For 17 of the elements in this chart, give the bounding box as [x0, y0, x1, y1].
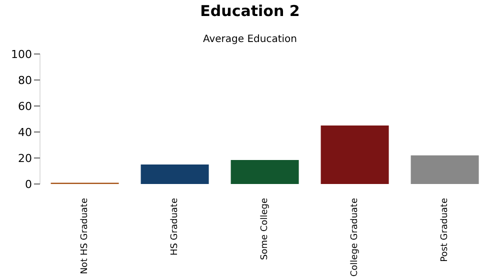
chart-subtitle: Average Education	[202, 34, 298, 47]
x-tick-label: College Graduate	[350, 198, 360, 277]
bar	[140, 164, 209, 184]
chart-title: Education 2	[199, 1, 301, 22]
bar	[320, 126, 389, 184]
x-tick-label: Not HS Graduate	[80, 198, 90, 274]
bar	[230, 160, 299, 184]
x-tick-label: Post Graduate	[440, 198, 450, 262]
y-tick-label: 60	[18, 100, 32, 113]
y-tick-label: 100	[11, 48, 32, 61]
x-tick-label: HS Graduate	[170, 198, 180, 256]
x-tick-label: Some College	[260, 198, 270, 260]
bar	[410, 155, 479, 184]
y-tick-label: 20	[18, 152, 32, 165]
y-tick-label: 40	[18, 126, 32, 139]
y-tick-label: 0	[25, 178, 32, 191]
y-tick-label: 80	[18, 74, 32, 87]
